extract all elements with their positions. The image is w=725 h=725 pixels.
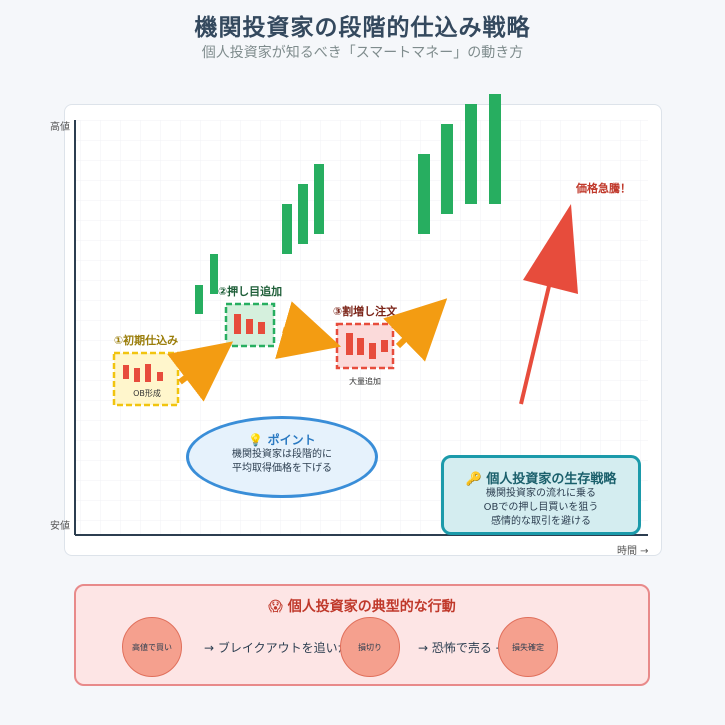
survival-line: 機関投資家の流れに乗る bbox=[486, 488, 596, 499]
survival-line: OBでの押し目買いを狙う bbox=[483, 502, 599, 513]
stage3-sublabel: 大量追加 bbox=[349, 376, 381, 386]
scared-face-icon: 😱 bbox=[268, 599, 283, 615]
stage1-candle bbox=[145, 364, 151, 382]
behavior-transition: → 恐怖で売る → bbox=[418, 641, 506, 655]
behavior-step-loss-realized: 損失確定 bbox=[498, 617, 558, 677]
lightbulb-icon: 💡 bbox=[248, 433, 264, 447]
point-note-line: 機関投資家は段階的に bbox=[232, 449, 332, 460]
stage3-candle bbox=[357, 338, 364, 355]
stage1-candle bbox=[134, 368, 140, 382]
bull-candle bbox=[465, 104, 477, 204]
stage2-candle bbox=[258, 322, 265, 334]
bull-candle bbox=[298, 184, 308, 244]
stage1-sublabel: OB形成 bbox=[133, 388, 161, 398]
stage3-candle bbox=[346, 333, 353, 355]
stage1-candle bbox=[157, 372, 163, 381]
point-note-title: ポイント bbox=[267, 433, 316, 447]
behavior-step-buy-high: 高値で買い bbox=[122, 617, 182, 677]
point-note-heading: 💡 ポイント bbox=[189, 431, 375, 448]
surge-label: 価格急騰！ bbox=[575, 181, 631, 195]
survival-title: 個人投資家の生存戦略 bbox=[486, 472, 617, 487]
bull-candle bbox=[418, 154, 430, 234]
behavior-step-stop-loss: 損切り bbox=[340, 617, 400, 677]
stage3-candle bbox=[381, 340, 388, 352]
survival-heading: 🔑 個人投資家の生存戦略 bbox=[444, 468, 638, 487]
page-subtitle: 個人投資家が知るべき「スマートマネー」の動き方 bbox=[201, 45, 524, 61]
key-icon: 🔑 bbox=[465, 472, 482, 487]
bull-candle bbox=[489, 94, 501, 204]
survival-line: 感情的な取引を避ける bbox=[491, 516, 591, 527]
behavior-title: 個人投資家の典型的な行動 bbox=[287, 599, 456, 615]
survival-strategy-box: 🔑 個人投資家の生存戦略 機関投資家の流れに乗る OBでの押し目買いを狙う 感情… bbox=[441, 455, 641, 535]
point-note-line: 平均取得価格を下げる bbox=[232, 463, 332, 474]
x-axis-label: 時間 → bbox=[617, 545, 649, 557]
bull-candle bbox=[314, 164, 324, 234]
page-title: 機関投資家の段階的仕込み戦略 bbox=[194, 15, 531, 41]
stage1-candle bbox=[123, 365, 129, 379]
stage2-label: ②押し目追加 bbox=[218, 284, 282, 298]
stage2-candle bbox=[246, 319, 253, 334]
stage1-label: ①初期仕込み bbox=[114, 333, 178, 347]
stage3-candle bbox=[369, 343, 376, 359]
retail-behavior-box: 😱 個人投資家の典型的な行動 高値で買い → ブレイクアウトを追いかけ 損切り … bbox=[74, 584, 650, 686]
y-axis-high-label: 高値 bbox=[50, 120, 70, 133]
surge-arrow-shaft bbox=[519, 285, 551, 405]
stage3-to-surge-arrow bbox=[383, 298, 448, 362]
bull-candle bbox=[282, 204, 292, 254]
behavior-transition: → ブレイクアウトを追いかけ bbox=[204, 641, 362, 655]
surge-arrow-head bbox=[523, 204, 578, 294]
bull-candle bbox=[210, 254, 218, 294]
stage2-candle bbox=[234, 314, 241, 334]
stage1-to-stage2-arrow bbox=[167, 341, 234, 402]
point-note: 💡 ポイント 機関投資家は段階的に 平均取得価格を下げる bbox=[186, 416, 378, 498]
behavior-heading: 😱 個人投資家の典型的な行動 bbox=[76, 596, 648, 616]
y-axis-low-label: 安値 bbox=[50, 519, 70, 532]
stage3-label: ③割増し注文 bbox=[333, 304, 398, 318]
bull-candle bbox=[195, 285, 203, 314]
bull-candle bbox=[441, 124, 453, 214]
stage2-to-stage3-arrow bbox=[275, 301, 342, 359]
